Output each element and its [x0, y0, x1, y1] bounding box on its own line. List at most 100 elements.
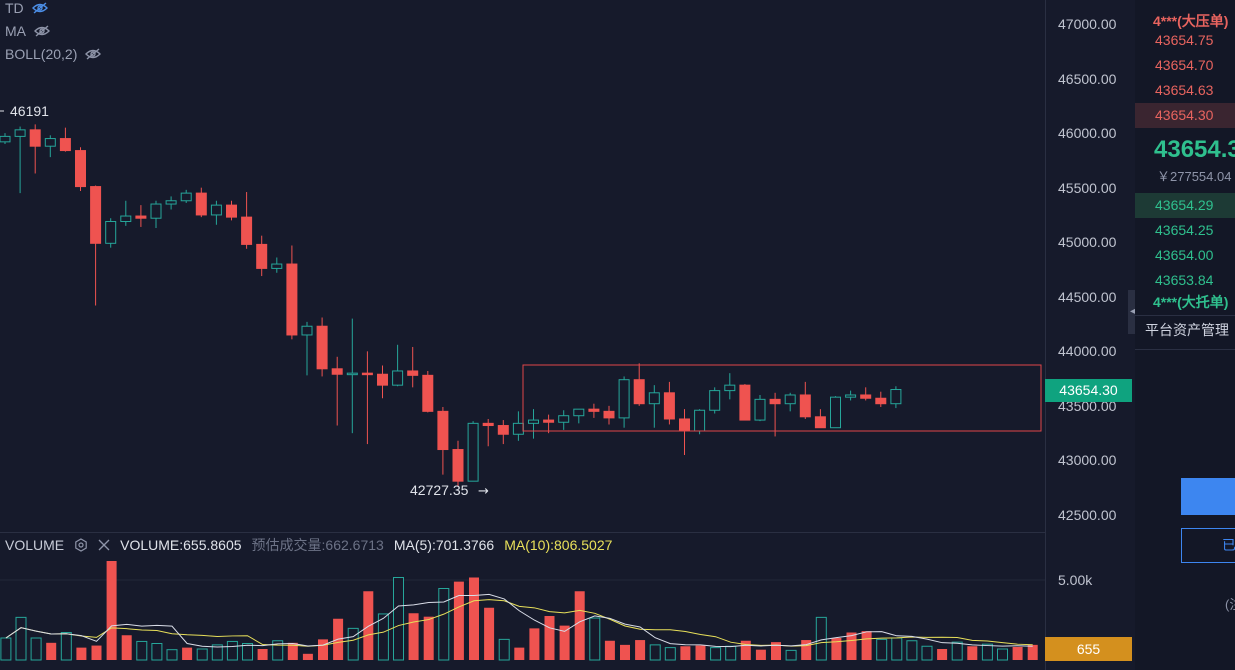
volume-bar [801, 640, 812, 660]
volume-bar [211, 644, 223, 661]
ask-row[interactable]: 43654.30 [1135, 103, 1235, 128]
candle-body [724, 384, 736, 392]
candle-body [44, 138, 56, 147]
candle-body [679, 418, 690, 432]
volume-bar [635, 640, 646, 660]
eye-off-icon[interactable] [31, 2, 48, 14]
volume-bar [529, 628, 540, 660]
candle-body [135, 215, 147, 219]
ask-row[interactable]: 43654.75 [1155, 32, 1214, 48]
indicator-ma-label: MA [5, 23, 26, 39]
price-axis-tick: 42500.00 [1058, 507, 1117, 523]
price-axis-tick: 44500.00 [1058, 288, 1117, 305]
volume-bar [981, 643, 993, 661]
candle-body [663, 392, 675, 420]
volume-bar [831, 638, 842, 660]
volume-ma10-value: MA(10):806.5027 [504, 537, 613, 553]
volume-bar [182, 647, 193, 660]
volume-bar [136, 640, 148, 661]
volume-bar [377, 613, 389, 661]
secondary-action-button[interactable]: 已 [1181, 528, 1235, 563]
volume-bar [544, 616, 555, 660]
bid-row[interactable]: 43654.25 [1155, 222, 1214, 238]
indicator-boll[interactable]: BOLL(20,2) [5, 46, 102, 62]
volume-bar [106, 561, 117, 660]
candle-body [14, 129, 26, 137]
price-axis-tick: 44000.00 [1058, 343, 1117, 360]
eye-off-icon[interactable] [34, 25, 50, 37]
volume-bar [46, 642, 57, 660]
range-highlight-box [522, 364, 1042, 432]
candle-body [890, 389, 902, 405]
bid-row[interactable]: 43653.84 [1155, 272, 1214, 288]
price-axis-tick: 46000.00 [1058, 125, 1117, 142]
volume-bar [997, 648, 1008, 661]
volume-bar [680, 646, 691, 660]
price-axis[interactable]: 47000.00 46500.00 46000.00 45500.00 45000.00… [1045, 0, 1136, 670]
ask-row[interactable]: 43654.70 [1155, 57, 1214, 73]
primary-action-button[interactable] [1181, 478, 1235, 515]
low-price-label: 42727.35 [410, 482, 469, 498]
volume-bar [951, 641, 963, 661]
price-axis-tick: 45500.00 [1058, 179, 1117, 196]
indicator-boll-label: BOLL(20,2) [5, 46, 78, 62]
candlestick-chart[interactable]: 46191 42727.35 → TD MA BOLL(20,2) [0, 0, 1045, 532]
bid-row[interactable]: 43654.00 [1155, 247, 1214, 263]
eye-off-icon[interactable] [85, 48, 102, 60]
volume-bar [196, 648, 208, 661]
volume-bar [846, 632, 857, 660]
indicator-ma[interactable]: MA [5, 23, 50, 39]
volume-bar [302, 653, 313, 660]
volume-value: VOLUME:655.8605 [120, 537, 242, 553]
bid-row[interactable]: 43654.29 [1135, 193, 1235, 218]
volume-legend: VOLUME VOLUME:655.8605 预估成交量:662.6713 MA… [5, 535, 612, 555]
volume-bar [664, 647, 676, 661]
candle-body [618, 379, 630, 419]
candle-body [830, 396, 841, 429]
note-text: (注 [1225, 597, 1235, 612]
price-axis-tick: 45000.00 [1058, 234, 1117, 251]
volume-bar [1012, 646, 1023, 660]
candle-body [739, 384, 751, 421]
candle-body [29, 129, 41, 147]
volume-bar [166, 649, 178, 661]
orderbook-panel: 4***(大压单) 43654.75 43654.70 43654.63 436… [1135, 0, 1235, 670]
candle-body [226, 204, 237, 218]
candle-body [784, 394, 796, 405]
volume-legend-label: VOLUME [5, 537, 65, 553]
candle-body [573, 408, 585, 417]
candlestick-svg: 46191 42727.35 → [0, 103, 1042, 499]
asset-management-link[interactable]: 平台资产管理 [1145, 322, 1229, 338]
volume-chart[interactable]: VOLUME VOLUME:655.8605 预估成交量:662.6713 MA… [0, 533, 1045, 670]
last-price-cny: ￥277554.04 [1157, 169, 1232, 184]
indicator-td[interactable]: TD [5, 0, 48, 16]
volume-ma5-value: MA(5):701.3766 [393, 537, 495, 553]
volume-bar [514, 647, 525, 660]
volume-bar [740, 640, 751, 660]
settings-icon[interactable] [74, 538, 88, 552]
candle-body [467, 422, 479, 482]
volume-bar [363, 591, 374, 660]
volume-bar [287, 642, 298, 660]
candles [0, 124, 902, 487]
candle-body [648, 392, 660, 405]
candle-body [754, 398, 766, 421]
candle-body [452, 449, 464, 482]
volume-bar [967, 646, 978, 660]
candle-body [860, 394, 872, 399]
volume-bar [498, 638, 510, 661]
volume-bar [60, 632, 72, 661]
candle-body [694, 409, 706, 432]
close-icon[interactable] [98, 539, 110, 551]
candle-body [528, 419, 539, 424]
candle-body [150, 203, 162, 219]
collapse-panel-icon[interactable]: ◂ [1128, 290, 1137, 334]
ask-row[interactable]: 43654.63 [1155, 82, 1214, 98]
candle-body [195, 192, 207, 216]
pane-divider[interactable] [0, 532, 1135, 533]
volume-bar [347, 627, 359, 661]
current-volume-tag: 655 [1045, 637, 1132, 661]
volume-bar [710, 647, 722, 661]
volume-bar [815, 616, 827, 661]
candle-body [558, 415, 570, 423]
